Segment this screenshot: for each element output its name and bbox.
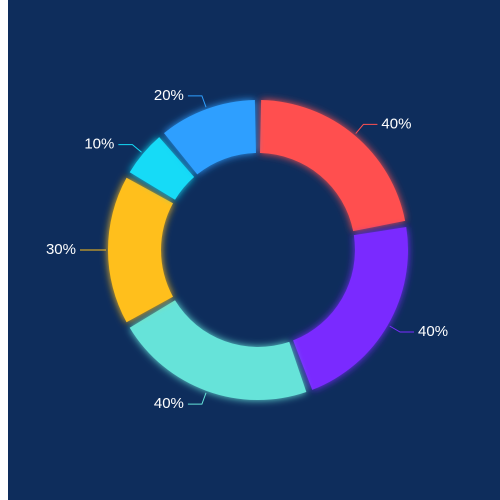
donut-segment <box>108 177 173 323</box>
leader-line <box>389 325 415 333</box>
data-label: 40% <box>381 115 411 132</box>
donut-segment <box>260 100 406 232</box>
data-label: 40% <box>418 323 448 340</box>
donut-segment <box>164 100 256 175</box>
data-label: 20% <box>154 87 184 104</box>
donut-segment <box>129 137 195 200</box>
leader-line <box>355 123 378 134</box>
leader-line <box>187 392 207 405</box>
donut-segment <box>293 227 408 390</box>
data-label: 40% <box>154 395 184 412</box>
data-label: 10% <box>84 136 114 153</box>
leader-line <box>187 95 207 108</box>
data-label: 30% <box>46 241 76 258</box>
leader-line <box>118 144 142 153</box>
donut-segment <box>129 300 307 400</box>
